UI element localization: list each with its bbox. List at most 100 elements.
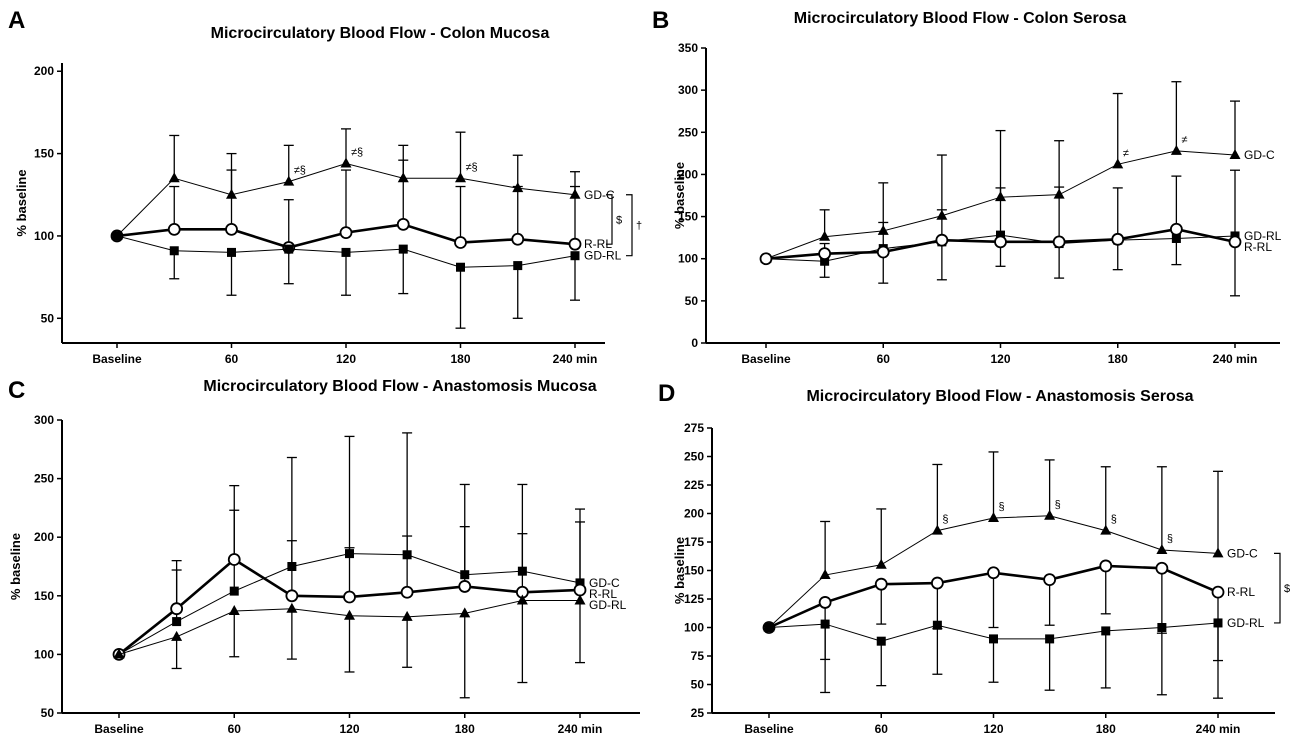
significance-bracket [606, 194, 613, 245]
series-label: GD-RL [584, 249, 622, 263]
chart-title: Microcirculatory Blood Flow - Colon Muco… [211, 25, 550, 42]
data-point [458, 580, 472, 593]
panel-c: C Microcirculatory Blood Flow - Anastomos… [8, 377, 640, 736]
series-label: GD-RL [589, 598, 627, 612]
x-tick-label: 180 [450, 352, 470, 366]
x-tick-label: 180 [1108, 352, 1128, 366]
data-point [401, 610, 413, 621]
series-label: GD-C [584, 188, 615, 202]
panel-d: D Microcirculatory Blood Flow - Anastomos… [658, 380, 1290, 736]
data-point [341, 247, 351, 257]
panel-label: C [8, 377, 25, 404]
data-point [1169, 222, 1183, 236]
data-point [227, 553, 241, 566]
data-point [1157, 623, 1167, 632]
data-point [172, 617, 182, 627]
x-tick-label: 240 min [553, 352, 598, 366]
x-tick-label: 120 [336, 352, 356, 366]
y-tick-label: 300 [678, 83, 698, 97]
data-point [1045, 634, 1055, 644]
significance-marker: ≠§ [351, 146, 363, 158]
y-tick-label: 300 [34, 413, 54, 427]
series-label: R-RL [589, 587, 617, 601]
chart-title: Microcirculatory Blood Flow - Anastomosi… [806, 388, 1193, 405]
data-point [396, 218, 410, 231]
y-tick-label: 150 [684, 564, 704, 578]
data-point [1229, 149, 1241, 160]
x-tick-label: 60 [875, 722, 889, 736]
data-point [511, 232, 525, 246]
data-point [113, 648, 125, 659]
series-label: GD-RL [1244, 229, 1282, 243]
data-point [820, 256, 830, 266]
y-tick-label: 150 [678, 210, 698, 224]
x-tick-label: Baseline [741, 352, 791, 366]
x-tick-label: 240 min [1213, 352, 1258, 366]
data-point [339, 226, 353, 240]
data-point [459, 607, 471, 618]
significance-marker: ≠ [1123, 147, 1129, 159]
data-point [228, 605, 240, 616]
bracket-label: $ [616, 214, 622, 226]
data-point [516, 594, 528, 605]
data-point [1112, 158, 1124, 169]
chart-title: Microcirculatory Blood Flow - Colon Sero… [794, 10, 1127, 27]
significance-marker: ≠ [1181, 134, 1187, 146]
data-point [169, 246, 179, 256]
y-tick-label: 200 [678, 167, 698, 181]
y-tick-label: 50 [41, 706, 55, 720]
x-tick-label: 180 [1096, 722, 1116, 736]
data-point [229, 586, 239, 596]
panel-label: B [652, 7, 669, 34]
data-point [1213, 618, 1223, 628]
y-axis-label: % baseline [14, 169, 29, 236]
data-point [1228, 235, 1242, 249]
series-label: R-RL [1244, 240, 1272, 254]
data-point [876, 245, 890, 259]
significance-marker: § [1167, 533, 1173, 545]
data-point [818, 247, 832, 261]
panel-label: A [8, 7, 25, 34]
data-point [1044, 509, 1056, 520]
data-point [1101, 626, 1111, 636]
data-point [344, 609, 355, 620]
chart-title: Microcirculatory Blood Flow - Anastomosi… [203, 378, 596, 395]
data-point [930, 576, 944, 590]
significance-marker: § [942, 514, 948, 526]
data-point [874, 577, 888, 591]
data-point [574, 594, 586, 605]
series-r-rl [759, 175, 1242, 266]
y-tick-label: 50 [685, 294, 699, 308]
data-point [112, 231, 122, 241]
bracket-label: $ [1284, 583, 1290, 595]
data-point [1043, 573, 1057, 587]
data-point [820, 619, 830, 629]
data-point [398, 244, 408, 254]
series-gd-rl [764, 618, 1223, 699]
y-tick-label: 100 [678, 252, 698, 266]
x-tick-label: 120 [339, 722, 359, 736]
data-point [1052, 235, 1066, 249]
series-r-rl [110, 159, 582, 254]
x-tick-label: Baseline [744, 722, 794, 736]
y-tick-label: 100 [34, 229, 54, 243]
data-point [818, 596, 832, 609]
x-tick-label: Baseline [94, 722, 144, 736]
y-axis-label: % baseline [8, 533, 23, 600]
series-label: R-RL [584, 237, 612, 251]
data-point [513, 261, 523, 271]
data-point [400, 585, 414, 599]
y-tick-label: 50 [691, 678, 705, 692]
panel-a: A Microcirculatory Blood Flow - Colon Muc… [8, 7, 642, 366]
y-tick-label: 175 [684, 535, 704, 549]
data-point [168, 172, 180, 183]
y-tick-label: 200 [34, 64, 54, 78]
x-tick-label: Baseline [92, 352, 142, 366]
data-point [764, 623, 774, 632]
significance-bracket [1274, 552, 1281, 624]
data-point [283, 175, 295, 186]
y-tick-label: 250 [678, 125, 698, 139]
x-tick-label: 240 min [1196, 722, 1241, 736]
data-point [1099, 559, 1113, 573]
y-tick-label: 125 [684, 592, 704, 606]
